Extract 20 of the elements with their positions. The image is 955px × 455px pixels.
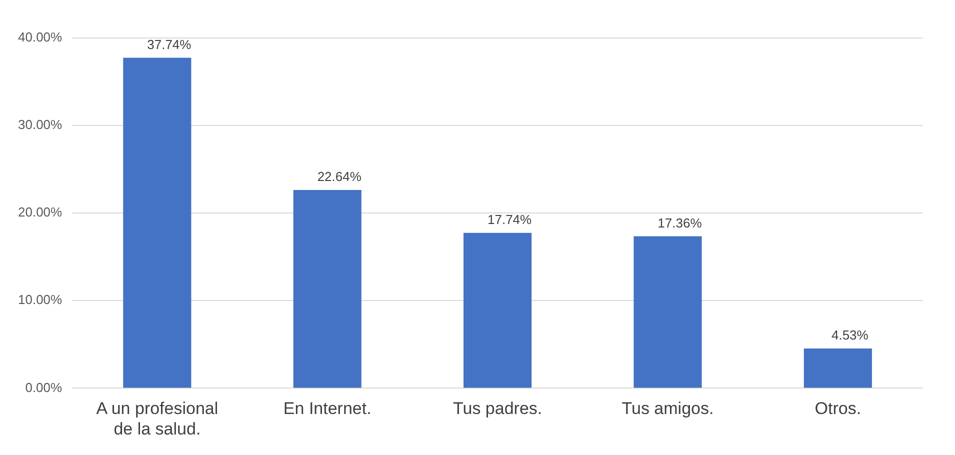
x-tick-label: Otros.	[814, 399, 862, 418]
y-tick-label: 30.00%	[18, 117, 63, 132]
data-label: 37.74%	[147, 36, 192, 52]
data-label: 17.74%	[488, 212, 532, 227]
bar	[464, 232, 532, 388]
y-tick-label: 0.00%	[25, 380, 63, 395]
bar	[804, 348, 872, 388]
x-tick-label: Tus padres.	[452, 399, 542, 418]
bar	[634, 236, 702, 388]
x-tick-label: Tus amigos.	[622, 399, 714, 418]
data-label: 4.53%	[831, 328, 869, 343]
bar	[293, 190, 362, 388]
data-label: 22.64%	[317, 169, 362, 184]
x-tick-label: A un profesional de la salud.	[96, 399, 218, 438]
y-tick-label: 10.00%	[18, 292, 63, 308]
bar	[123, 58, 192, 388]
y-tick-label: 40.00%	[18, 30, 63, 45]
y-tick-label: 20.00%	[18, 204, 63, 220]
data-label: 17.36%	[658, 215, 702, 230]
x-tick-label: En Internet.	[283, 399, 372, 418]
